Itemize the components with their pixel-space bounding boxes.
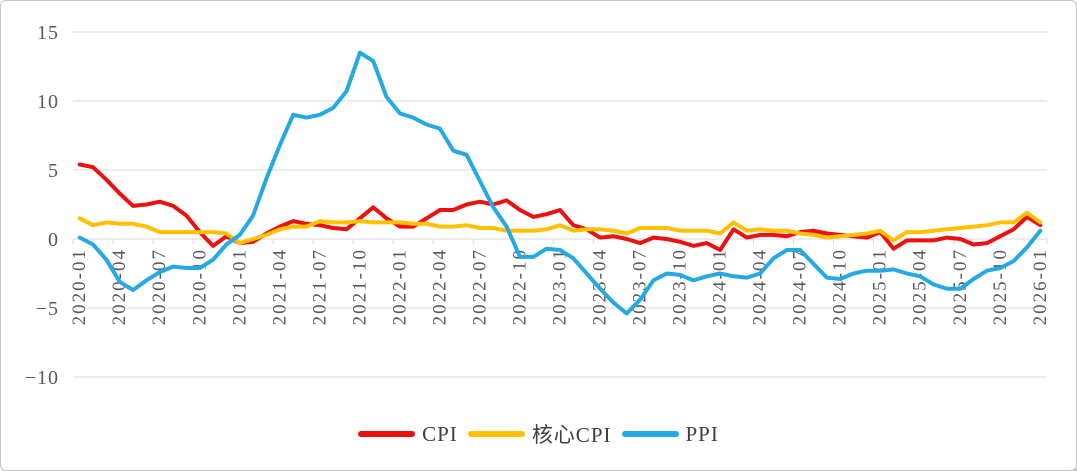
series-line-核心CPI [77, 210, 1043, 246]
x-axis-tick-label: 2022-07 [469, 248, 490, 325]
chart-legend: CPI 核心CPI PPI [1, 418, 1076, 450]
x-axis-tick-label: 2021-10 [349, 248, 370, 325]
x-axis-tick-label: 2021-07 [309, 248, 330, 325]
y-axis-tick-label: 0 [48, 229, 59, 251]
x-axis-tick-label: 2020-04 [109, 248, 130, 325]
x-axis-tick-label: 2022-01 [389, 248, 410, 325]
x-axis-tick-label: 2021-01 [229, 248, 250, 325]
legend-item-core-cpi: 核心CPI [467, 419, 612, 449]
series-line-PPI [77, 50, 1043, 316]
x-axis-tick-label: 2022-10 [510, 248, 531, 325]
x-axis-tick-label: 2024-01 [710, 248, 731, 325]
core-cpi-legend-label: 核心CPI [531, 423, 612, 447]
x-axis-tick-label: 2023-01 [550, 248, 571, 325]
x-axis-tick-label: 2024-04 [750, 248, 771, 325]
cpi-line-swatch [358, 431, 416, 437]
y-axis-tick-label: −5 [36, 298, 59, 320]
x-axis-tick-label: 2025-10 [990, 248, 1011, 325]
cpi-legend-label: CPI [422, 421, 458, 446]
x-axis-tick-label: 2024-07 [790, 248, 811, 325]
x-axis-tick-label: 2024-10 [830, 248, 851, 325]
x-axis-tick-label: 2023-10 [670, 248, 691, 325]
ppi-line-swatch [621, 431, 679, 437]
x-axis-tick-label: 2025-04 [910, 248, 931, 325]
x-axis-tick-label: 2020-10 [189, 248, 210, 325]
x-axis-tick-label: 2025-01 [870, 248, 891, 325]
x-axis-tick-label: 2022-04 [429, 248, 450, 325]
y-axis-tick-label: −10 [25, 367, 59, 389]
y-axis-tick-label: 10 [37, 91, 59, 113]
y-axis-tick-label: 15 [37, 22, 59, 44]
x-axis-tick-label: 2026-01 [1030, 248, 1051, 325]
y-axis-tick-label: 5 [48, 160, 59, 182]
ppi-legend-label: PPI [685, 421, 719, 446]
x-axis-tick-label: 2020-07 [149, 248, 170, 325]
x-axis-tick-label: 2021-04 [269, 248, 290, 325]
legend-item-cpi: CPI [358, 422, 458, 447]
core-cpi-line-swatch [467, 431, 525, 437]
legend-item-ppi: PPI [621, 421, 719, 447]
x-axis-tick-label: 2020-01 [69, 248, 90, 325]
